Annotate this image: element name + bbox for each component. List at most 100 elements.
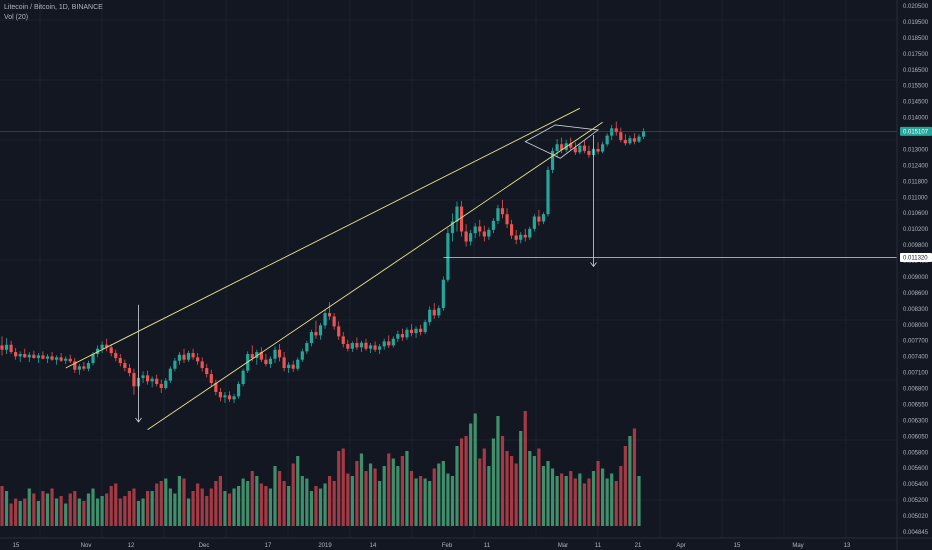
candle-body — [473, 226, 477, 234]
volume-bar — [373, 468, 377, 526]
volume-bar — [364, 471, 368, 526]
candle-body — [132, 373, 136, 387]
volume-bar — [587, 478, 591, 526]
volume-bar — [132, 488, 136, 526]
candle-body — [519, 234, 523, 240]
time-tick-label: 21 — [635, 543, 642, 549]
candle-body — [409, 329, 414, 334]
candle-body — [0, 345, 4, 350]
candle-body — [364, 342, 368, 349]
volume-bar — [446, 473, 450, 526]
volume-bar — [528, 451, 532, 526]
time-tick-label: 15 — [13, 543, 20, 549]
price-tick-label: 0.004845 — [903, 530, 929, 536]
candle-body — [341, 336, 345, 345]
time-tick-label: 11 — [484, 543, 491, 549]
volume-bar — [619, 466, 623, 526]
volume-bar — [346, 473, 350, 526]
candle-body — [182, 354, 186, 360]
candle-body — [546, 169, 550, 215]
candle-body — [332, 316, 336, 327]
lower-wedge-trendline[interactable] — [147, 121, 603, 431]
time-tick-label: Apr — [676, 543, 685, 549]
volume-bar — [569, 471, 573, 526]
volume-bar — [337, 451, 341, 526]
price-tick-label: 0.005600 — [903, 466, 929, 472]
volume-bar — [41, 491, 45, 526]
candle-body — [59, 357, 63, 361]
price-axis[interactable] — [897, 0, 932, 538]
upper-wedge-trendline[interactable] — [65, 107, 581, 369]
volume-bar — [109, 486, 113, 526]
price-tick-label: 0.011000 — [903, 195, 928, 201]
candle-body — [400, 334, 404, 338]
candle-body — [582, 145, 586, 151]
volume-bar — [582, 483, 586, 526]
pennant-shape[interactable] — [524, 124, 600, 159]
time-axis[interactable] — [0, 538, 932, 550]
candle-body — [23, 354, 27, 358]
volume-bar — [382, 466, 386, 526]
price-tick-label: 0.005200 — [903, 498, 929, 504]
candle-body — [100, 344, 104, 349]
candle-body — [41, 355, 45, 359]
volume-bar — [150, 491, 154, 526]
candle-body — [350, 343, 354, 349]
volume-bar — [218, 476, 222, 526]
target-level-badge — [900, 252, 932, 262]
volume-bar — [168, 488, 172, 526]
volume-bar — [637, 476, 641, 526]
candle-body — [614, 128, 618, 133]
candle-body — [491, 220, 495, 230]
price-tick-label: 0.006050 — [903, 434, 929, 440]
candle-body — [68, 358, 72, 362]
candle-body — [191, 353, 195, 358]
candle-body — [164, 380, 168, 389]
candle-body — [4, 344, 9, 350]
time-tick-label: 11 — [595, 543, 602, 549]
volume-bar — [277, 471, 282, 526]
volume-indicator-label[interactable]: Vol (20) — [4, 14, 29, 21]
volume-bar — [523, 411, 527, 526]
symbol-label[interactable]: Litecoin / Bitcoin, 1D, BINANCE — [4, 4, 103, 11]
volume-bar — [610, 473, 614, 526]
volume-bar — [519, 431, 523, 526]
volume-bar — [332, 481, 336, 526]
price-tick-label: 0.007700 — [903, 339, 929, 345]
volume-bar — [105, 493, 109, 526]
time-tick-label: May — [792, 543, 803, 549]
price-tick-label: 0.009800 — [903, 243, 929, 249]
volume-bar — [578, 473, 582, 526]
volume-bar — [387, 453, 391, 526]
volume-bars — [0, 411, 641, 526]
candle-body — [441, 279, 445, 309]
candle-body — [450, 221, 455, 234]
candle-body — [528, 228, 532, 238]
volume-bar — [469, 423, 473, 526]
volume-bar — [441, 461, 445, 526]
candle-body — [437, 308, 441, 316]
candle-body — [127, 368, 131, 374]
volume-bar — [77, 498, 81, 526]
volume-bar — [141, 498, 145, 526]
candle-body — [300, 351, 304, 360]
candle-body — [619, 132, 623, 140]
volume-bar — [428, 481, 432, 526]
volume-bar — [232, 488, 236, 526]
candle-body — [523, 234, 527, 238]
candle-body — [355, 343, 359, 348]
volume-bar — [14, 498, 18, 526]
volume-bar — [55, 498, 59, 526]
candle-body — [227, 395, 232, 400]
candle-body — [105, 344, 109, 348]
candle-body — [482, 231, 486, 237]
candle-body — [209, 374, 213, 384]
candle-body — [218, 392, 222, 398]
volume-bar — [127, 491, 131, 526]
volume-bar — [532, 456, 536, 526]
volume-bar — [59, 496, 63, 526]
volume-bar — [136, 501, 141, 526]
volume-bar — [73, 491, 77, 526]
candle-body — [500, 208, 505, 215]
